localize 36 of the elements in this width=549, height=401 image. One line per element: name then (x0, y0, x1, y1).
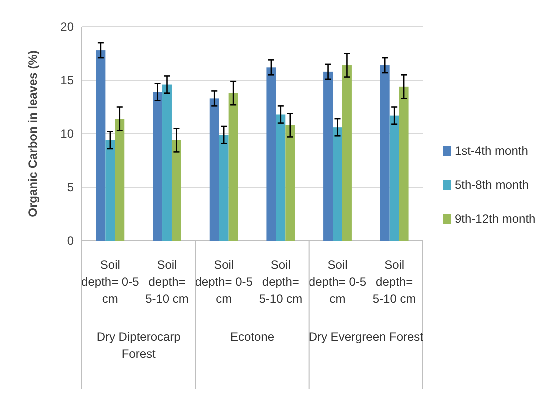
x-tick-label: Soil depth= 5-10 cm (146, 258, 189, 306)
bar (210, 98, 220, 241)
bar (324, 72, 334, 241)
bar (172, 140, 182, 241)
x-tick-label: Soil depth= 5-10 cm (259, 258, 303, 306)
bar (219, 135, 229, 241)
y-tick-label: 0 (67, 234, 74, 248)
bar (390, 116, 400, 241)
y-tick-label: 15 (60, 74, 74, 88)
text: Dry Evergreen Forest (308, 330, 424, 344)
x-tick-label: Soil depth= 0-5 cm (195, 258, 254, 306)
legend-label: 1st-4th month (455, 144, 528, 158)
bar (333, 128, 342, 241)
bar (276, 114, 286, 241)
bar (342, 66, 352, 241)
y-axis-title: Organic Carbon in leaves (%) (26, 50, 40, 218)
bar (115, 119, 125, 241)
legend-label: 5th-8th month (455, 178, 530, 192)
bar (153, 92, 163, 241)
y-tick-label: 10 (60, 127, 74, 142)
bar (399, 86, 409, 241)
legend-label: 9th-12th month (455, 212, 536, 226)
bar (96, 50, 106, 241)
bar (286, 125, 296, 241)
text: Dry Dipterocarp Forest (96, 330, 182, 361)
bar (162, 84, 172, 241)
y-tick-label: 5 (67, 180, 74, 195)
bar (266, 68, 276, 241)
bar (106, 140, 116, 241)
bar (228, 93, 238, 241)
x-tick-label: Soil depth= 5-10 cm (372, 258, 416, 306)
x-tick-label: Soil depth= 0-5 cm (308, 258, 367, 306)
x-tick-label: Soil depth= 0-5 cm (82, 258, 140, 306)
bar (380, 66, 390, 241)
y-tick-label: 20 (60, 20, 74, 34)
text: Ecotone (230, 330, 275, 344)
